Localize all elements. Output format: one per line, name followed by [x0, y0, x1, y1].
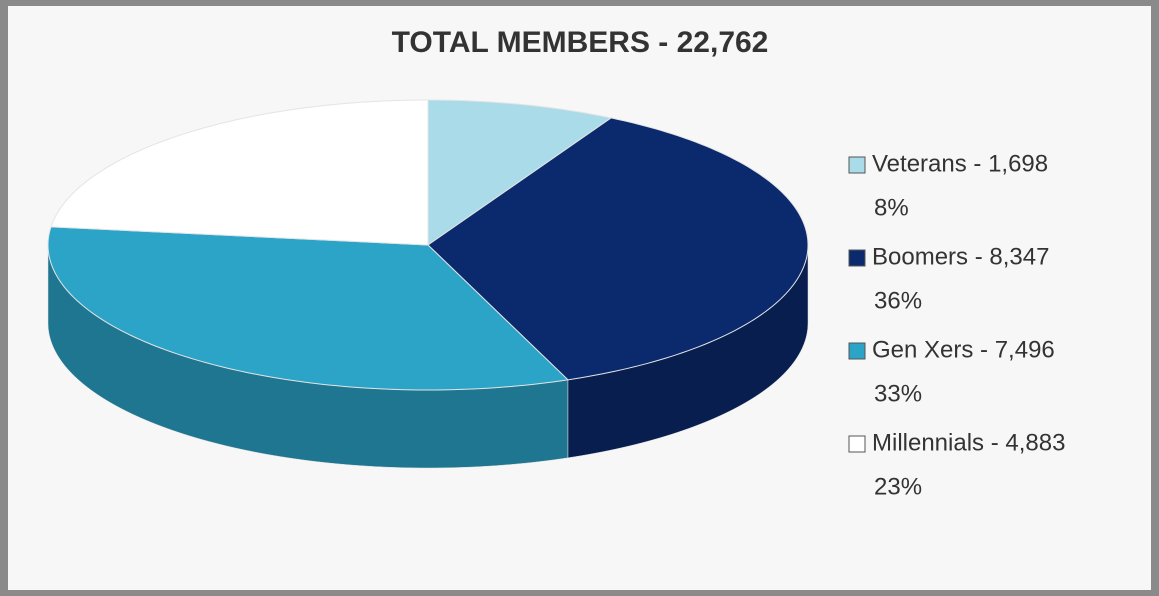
legend-percent: 36%	[874, 287, 922, 314]
legend-swatch	[848, 249, 866, 267]
legend-percent: 8%	[874, 194, 909, 221]
legend-label: Gen Xers - 7,496	[872, 336, 1055, 363]
legend-label: Boomers - 8,347	[872, 243, 1049, 270]
legend-swatch	[848, 156, 866, 174]
legend-percent: 23%	[874, 473, 922, 500]
pie-slice	[427, 99, 613, 246]
chart-title: TOTAL MEMBERS - 22,762	[392, 26, 769, 59]
pie-slice	[427, 117, 809, 381]
pie-slice	[50, 99, 429, 246]
legend-percent: 33%	[874, 380, 922, 407]
legend-label: Veterans - 1,698	[872, 150, 1048, 177]
legend-label: Millennials - 4,883	[872, 429, 1065, 456]
pie-slice	[47, 226, 569, 391]
legend-swatch	[848, 435, 866, 453]
legend-swatch	[848, 342, 866, 360]
